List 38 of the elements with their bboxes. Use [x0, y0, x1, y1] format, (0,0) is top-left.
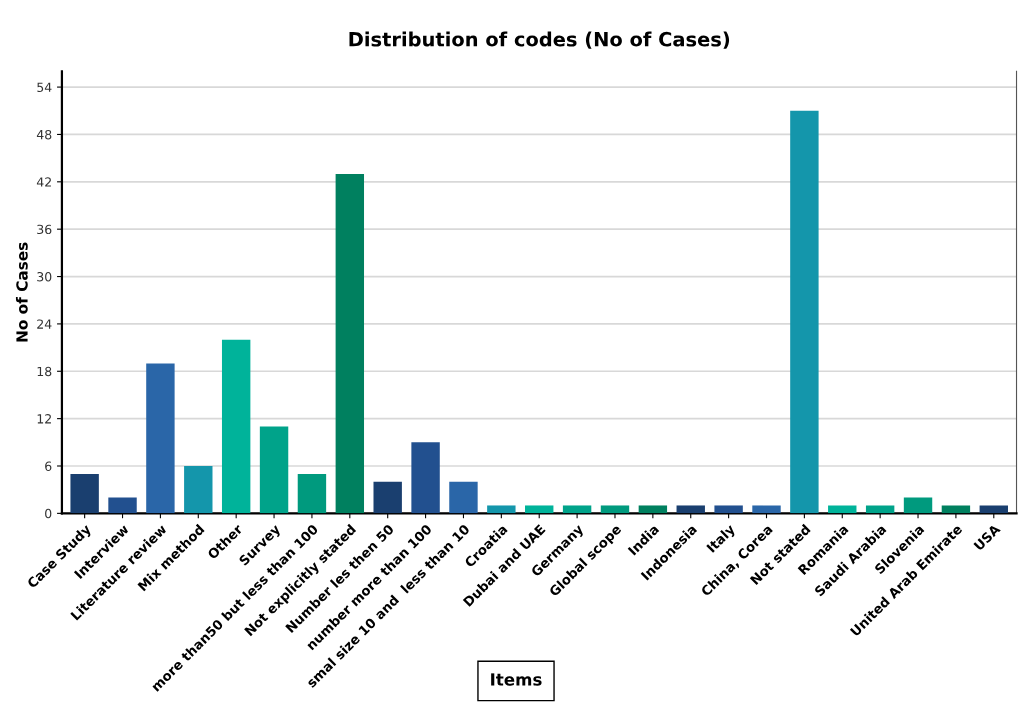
bar — [487, 505, 516, 514]
bar — [941, 505, 971, 514]
x-axis-title: Items — [491, 673, 542, 686]
y-tick-label: 30 — [37, 272, 52, 282]
y-tick-label: 18 — [37, 366, 52, 377]
chart-title: Distribution of codes (No of Cases) — [349, 31, 730, 49]
bar — [676, 505, 705, 514]
bar — [184, 466, 213, 514]
bar — [373, 481, 402, 514]
y-tick-label: 48 — [36, 129, 52, 140]
bar — [714, 505, 743, 514]
bar — [259, 426, 289, 514]
y-axis-title: No of Cases — [15, 242, 28, 342]
y-tick-label: 24 — [37, 319, 52, 329]
bar — [70, 473, 99, 514]
bar — [638, 505, 668, 514]
y-tick-label: 12 — [37, 414, 51, 424]
bar — [525, 505, 554, 514]
bar — [562, 505, 592, 514]
y-tick-label: 0 — [45, 508, 52, 519]
bar — [600, 505, 630, 514]
y-tick-label: 36 — [37, 224, 52, 235]
bar — [790, 110, 819, 514]
bar — [335, 173, 365, 514]
bar — [146, 363, 175, 514]
bar — [297, 473, 327, 514]
bar — [449, 481, 478, 514]
y-tick-label: 42 — [36, 177, 51, 187]
bar — [865, 505, 895, 514]
bar — [752, 505, 781, 514]
bar — [903, 497, 933, 514]
bar — [221, 339, 251, 514]
y-tick-label: 54 — [37, 82, 52, 93]
y-tick-label: 6 — [45, 461, 52, 471]
bar — [828, 505, 857, 514]
bar — [411, 442, 440, 514]
bar — [108, 497, 137, 514]
bar — [979, 505, 1008, 514]
